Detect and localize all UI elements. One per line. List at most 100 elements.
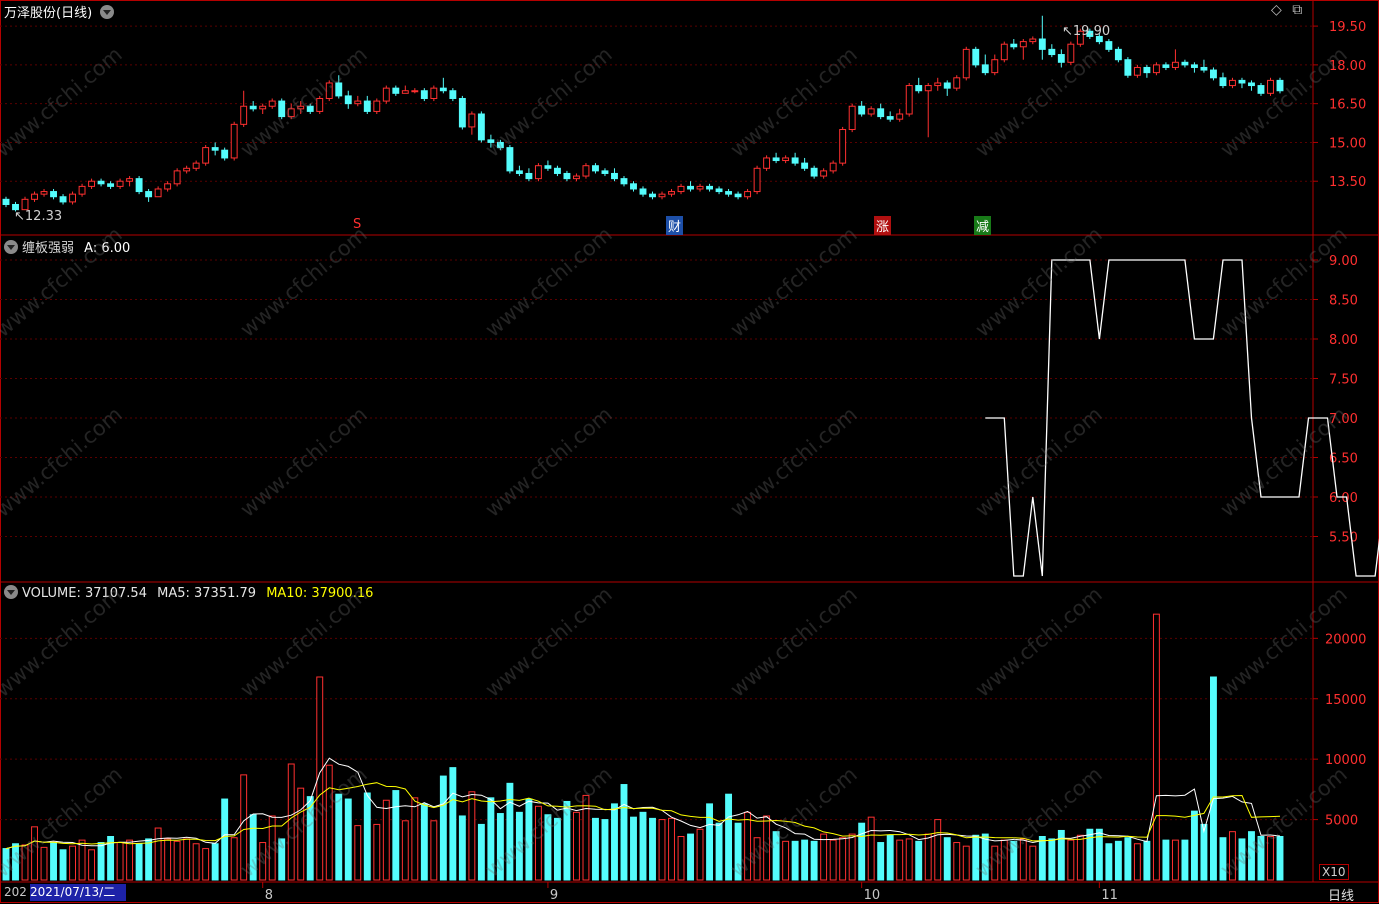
diamond-icon[interactable]: ◇: [1271, 2, 1282, 18]
volume-bar[interactable]: [677, 836, 685, 881]
volume-bar[interactable]: [344, 798, 352, 881]
volume-bar[interactable]: [506, 782, 514, 881]
volume-bar[interactable]: [1219, 837, 1227, 881]
candle-body[interactable]: [1095, 35, 1103, 43]
candle-body[interactable]: [335, 82, 343, 97]
volume-bar[interactable]: [592, 817, 599, 881]
volume-bar[interactable]: [240, 774, 248, 881]
volume-bar[interactable]: [753, 837, 761, 881]
volume-bar[interactable]: [734, 822, 742, 881]
marker-jian[interactable]: 减: [974, 216, 992, 235]
candle-body[interactable]: [592, 165, 599, 172]
candle-body[interactable]: [896, 113, 904, 120]
volume-bar[interactable]: [525, 798, 533, 881]
volume-bar[interactable]: [858, 822, 866, 881]
candle-body[interactable]: [1067, 43, 1075, 63]
volume-bar[interactable]: [696, 828, 704, 881]
candle-body[interactable]: [477, 113, 485, 141]
candle-body[interactable]: [126, 178, 134, 182]
candle-body[interactable]: [601, 170, 609, 174]
candle-body[interactable]: [401, 90, 409, 94]
candle-body[interactable]: [496, 141, 504, 149]
candle-body[interactable]: [1133, 66, 1141, 76]
indicator-line-a[interactable]: [985, 259, 1379, 577]
candle-body[interactable]: [135, 178, 143, 193]
candle-body[interactable]: [325, 82, 333, 99]
candle-body[interactable]: [630, 183, 637, 190]
candle-body[interactable]: [620, 178, 628, 185]
volume-bar[interactable]: [582, 794, 590, 881]
candle-body[interactable]: [116, 180, 124, 187]
candle-body[interactable]: [1143, 66, 1151, 74]
candle-body[interactable]: [1219, 77, 1227, 87]
candle-body[interactable]: [1276, 79, 1284, 92]
candle-body[interactable]: [763, 157, 771, 169]
candle-body[interactable]: [972, 48, 980, 66]
candle-body[interactable]: [677, 185, 685, 193]
candle-body[interactable]: [772, 157, 780, 162]
volume-bar[interactable]: [1029, 845, 1037, 881]
candle-body[interactable]: [943, 82, 951, 89]
candle-body[interactable]: [582, 165, 590, 177]
candle-body[interactable]: [458, 97, 466, 128]
volume-bar[interactable]: [1038, 836, 1046, 881]
volume-bar[interactable]: [88, 849, 96, 881]
candle-body[interactable]: [1000, 43, 1008, 61]
candle-body[interactable]: [221, 149, 229, 159]
volume-bar[interactable]: [1095, 828, 1103, 881]
volume-bar[interactable]: [905, 838, 913, 881]
candle-body[interactable]: [1257, 85, 1265, 94]
candle-body[interactable]: [791, 157, 799, 164]
candle-body[interactable]: [1019, 41, 1027, 48]
volume-bar[interactable]: [962, 845, 970, 881]
volume-bar[interactable]: [943, 837, 951, 881]
volume-bar[interactable]: [649, 817, 656, 881]
volume-bar[interactable]: [458, 815, 466, 881]
volume-bar[interactable]: [867, 816, 875, 881]
candle-body[interactable]: [211, 147, 219, 151]
volume-bar[interactable]: [287, 763, 295, 881]
candle-body[interactable]: [725, 191, 733, 195]
candle-body[interactable]: [715, 188, 723, 193]
candle-body[interactable]: [40, 191, 48, 195]
volume-bar[interactable]: [725, 793, 733, 881]
candle-body[interactable]: [962, 48, 970, 79]
marker-cai[interactable]: 财: [666, 216, 684, 235]
volume-bar[interactable]: [639, 811, 647, 881]
candle-body[interactable]: [354, 100, 362, 105]
volume-menu-icon[interactable]: [4, 585, 18, 599]
volume-bar[interactable]: [630, 816, 637, 881]
volume-bar[interactable]: [278, 838, 286, 881]
candle-body[interactable]: [820, 170, 828, 177]
volume-bar[interactable]: [829, 839, 837, 881]
candle-body[interactable]: [953, 77, 961, 89]
volume-bar[interactable]: [354, 825, 362, 881]
candle-body[interactable]: [373, 100, 381, 112]
volume-bar[interactable]: [192, 843, 200, 881]
candle-body[interactable]: [1124, 59, 1132, 76]
candle-body[interactable]: [12, 203, 19, 211]
candle-body[interactable]: [173, 170, 181, 185]
candle-body[interactable]: [544, 165, 552, 169]
volume-bar[interactable]: [706, 803, 713, 881]
volume-bar[interactable]: [183, 838, 191, 881]
volume-bar[interactable]: [1057, 829, 1065, 881]
candle-body[interactable]: [867, 108, 875, 115]
volume-bar[interactable]: [496, 813, 504, 881]
volume-bar[interactable]: [1124, 837, 1132, 881]
candle-body[interactable]: [877, 108, 885, 118]
candle-body[interactable]: [31, 193, 38, 200]
candle-body[interactable]: [1114, 48, 1122, 61]
candle-body[interactable]: [934, 82, 942, 87]
candle-body[interactable]: [534, 165, 542, 180]
candle-body[interactable]: [848, 105, 856, 131]
candle-body[interactable]: [924, 85, 932, 92]
volume-bar[interactable]: [924, 833, 932, 881]
marker-s[interactable]: S: [353, 217, 362, 232]
marker-zhang[interactable]: 涨: [874, 216, 892, 235]
candle-body[interactable]: [753, 167, 761, 193]
volume-bar[interactable]: [791, 840, 799, 881]
volume-bar[interactable]: [78, 839, 86, 881]
candle-body[interactable]: [259, 105, 267, 110]
